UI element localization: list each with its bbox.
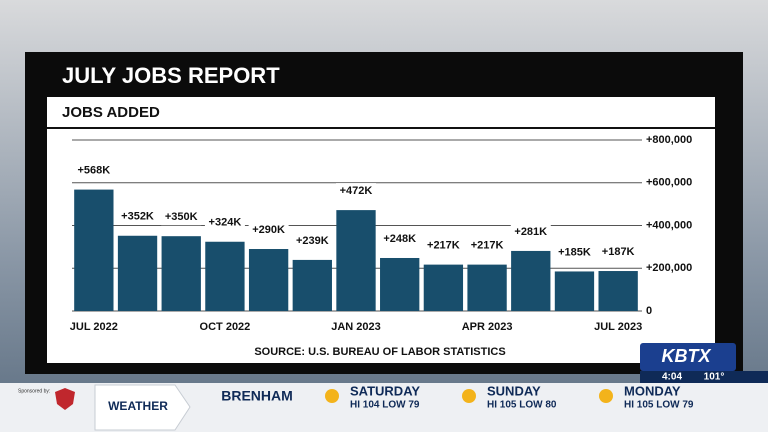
bar	[554, 271, 595, 311]
bar	[74, 189, 114, 311]
value-label-box	[73, 162, 114, 179]
x-tick-label: JAN 2023	[331, 321, 381, 333]
value-label-box	[554, 244, 595, 261]
x-tick-label: OCT 2022	[200, 321, 251, 333]
value-label: +185K	[558, 246, 591, 258]
x-tick-label: JUL 2023	[594, 321, 642, 333]
x-tick-label: APR 2023	[462, 321, 513, 333]
x-tick-label: JUL 2022	[70, 321, 118, 333]
value-label: +350K	[165, 211, 198, 223]
sponsor: Sponsored by:	[18, 388, 50, 394]
value-label: +239K	[296, 235, 329, 247]
value-label-box	[292, 232, 333, 249]
segment-box	[94, 384, 191, 431]
chart-area	[47, 97, 715, 363]
forecast-temps: HI 105 LOW 80	[487, 400, 557, 411]
value-label: +472K	[340, 185, 373, 197]
value-label: +217K	[471, 240, 504, 252]
bar	[161, 236, 201, 311]
segment: WEATHER	[108, 399, 168, 413]
plot: 0 +200,000 +400,000 +600,000 +800,000 +568K JU…	[70, 134, 692, 333]
sun-icon	[462, 389, 476, 403]
y-tick-label: 0	[646, 305, 652, 317]
chart-title: JULY JOBS REPORT	[62, 63, 280, 88]
forecast-temps: HI 104 LOW 79	[350, 400, 420, 411]
bar	[511, 250, 551, 311]
logo	[640, 343, 736, 371]
y-tick-label: +200,000	[646, 262, 692, 274]
bar	[248, 249, 289, 311]
value-label: +217K	[427, 240, 460, 252]
value-label: +568K	[77, 164, 110, 176]
bar	[117, 235, 158, 311]
temperature: 101°	[704, 372, 725, 383]
value-label-box	[467, 237, 508, 254]
y-tick-label: +600,000	[646, 177, 692, 189]
bar	[292, 259, 332, 311]
value-label-box	[598, 244, 639, 261]
forecast-day: SATURDAY	[350, 383, 420, 398]
value-label-box	[379, 230, 420, 247]
bar	[423, 264, 464, 311]
forecast-temps: HI 105 LOW 79	[624, 400, 694, 411]
sun-icon	[599, 389, 613, 403]
y-tick-label: +800,000	[646, 134, 692, 146]
value-label: +352K	[121, 211, 154, 223]
sponsor-logo	[55, 388, 75, 410]
bar	[205, 241, 245, 311]
value-label-box	[117, 208, 158, 225]
bar	[467, 264, 507, 311]
forecast-day: SUNDAY	[487, 383, 541, 398]
value-label-box	[161, 209, 202, 226]
time-bar	[640, 371, 768, 383]
chart-subtitle: JOBS ADDED	[62, 104, 160, 121]
forecast-list: SATURDAY HI 104 LOW 79 SUNDAY HI 105 LOW 80…	[325, 383, 694, 411]
source: SOURCE: U.S. BUREAU OF LABOR STATISTICS	[254, 346, 505, 358]
value-label: +324K	[209, 217, 242, 229]
sun-icon	[325, 389, 339, 403]
forecast-day: MONDAY	[624, 383, 681, 398]
bar	[598, 271, 638, 311]
value-label: +248K	[383, 233, 416, 245]
value-label-box	[510, 223, 551, 240]
value-label-box	[248, 222, 289, 239]
city: BRENHAM	[221, 388, 293, 404]
bar	[380, 257, 420, 311]
y-tick-label: +400,000	[646, 219, 692, 231]
value-label-box	[336, 183, 376, 200]
time: 4:04	[662, 372, 682, 383]
value-label: +187K	[602, 246, 635, 258]
value-label-box	[204, 214, 245, 231]
bar	[336, 210, 376, 311]
value-label: +281K	[514, 226, 547, 238]
station: KBTX	[662, 346, 712, 366]
value-label: +290K	[252, 224, 285, 236]
value-label-box	[423, 237, 464, 254]
